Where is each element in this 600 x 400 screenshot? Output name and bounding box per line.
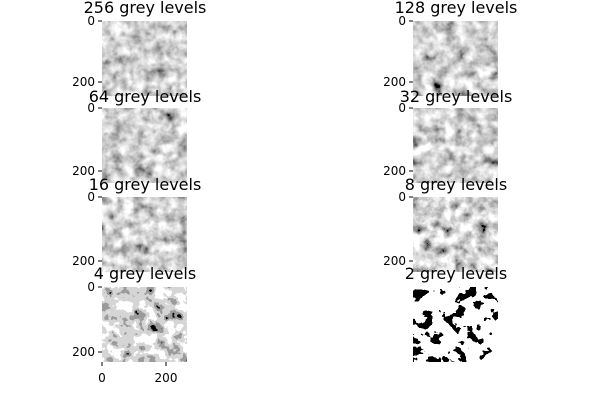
panel-title: 8 grey levels: [405, 175, 507, 194]
ytick-label: 200: [72, 75, 95, 89]
panel-2-levels: 2 grey levels: [405, 264, 507, 362]
ytick-label: 0: [87, 280, 95, 294]
panel-256-levels: 256 grey levels 0 200: [72, 0, 206, 96]
ytick-label: 0: [398, 101, 406, 115]
ytick-label: 200: [383, 75, 406, 89]
panel-image: [413, 197, 498, 272]
ytick-label: 200: [383, 254, 406, 268]
panel-128-levels: 128 grey levels 0 200: [383, 0, 517, 96]
panel-title: 2 grey levels: [405, 264, 507, 283]
xtick-label: 200: [155, 371, 178, 385]
panel-image: [413, 108, 498, 183]
panel-title: 32 grey levels: [400, 87, 513, 106]
panel-title: 128 grey levels: [395, 0, 518, 17]
ytick-label: 0: [398, 14, 406, 28]
ytick-label: 0: [398, 190, 406, 204]
panel-64-levels: 64 grey levels 0 200: [72, 87, 201, 183]
panel-image: [102, 108, 187, 183]
ytick-label: 200: [72, 164, 95, 178]
panel-title: 256 grey levels: [84, 0, 207, 17]
panel-title: 16 grey levels: [89, 175, 202, 194]
panel-4-levels: 4 grey levels 0 200 0 200: [72, 264, 196, 385]
xtick-label: 0: [98, 371, 106, 385]
ytick-label: 200: [383, 164, 406, 178]
panel-32-levels: 32 grey levels 0 200: [383, 87, 512, 183]
panel-image: [102, 287, 187, 362]
ytick-label: 200: [72, 254, 95, 268]
panel-image: [102, 21, 187, 96]
ytick-label: 0: [87, 14, 95, 28]
panel-title: 64 grey levels: [89, 87, 202, 106]
ytick-label: 200: [72, 345, 95, 359]
panel-title: 4 grey levels: [94, 264, 196, 283]
panel-image: [413, 21, 498, 96]
panel-image: [102, 197, 187, 272]
panel-image: [413, 287, 498, 362]
ytick-label: 0: [87, 101, 95, 115]
panel-8-levels: 8 grey levels 0 200: [383, 175, 507, 272]
panel-16-levels: 16 grey levels 0 200: [72, 175, 201, 272]
ytick-label: 0: [87, 190, 95, 204]
